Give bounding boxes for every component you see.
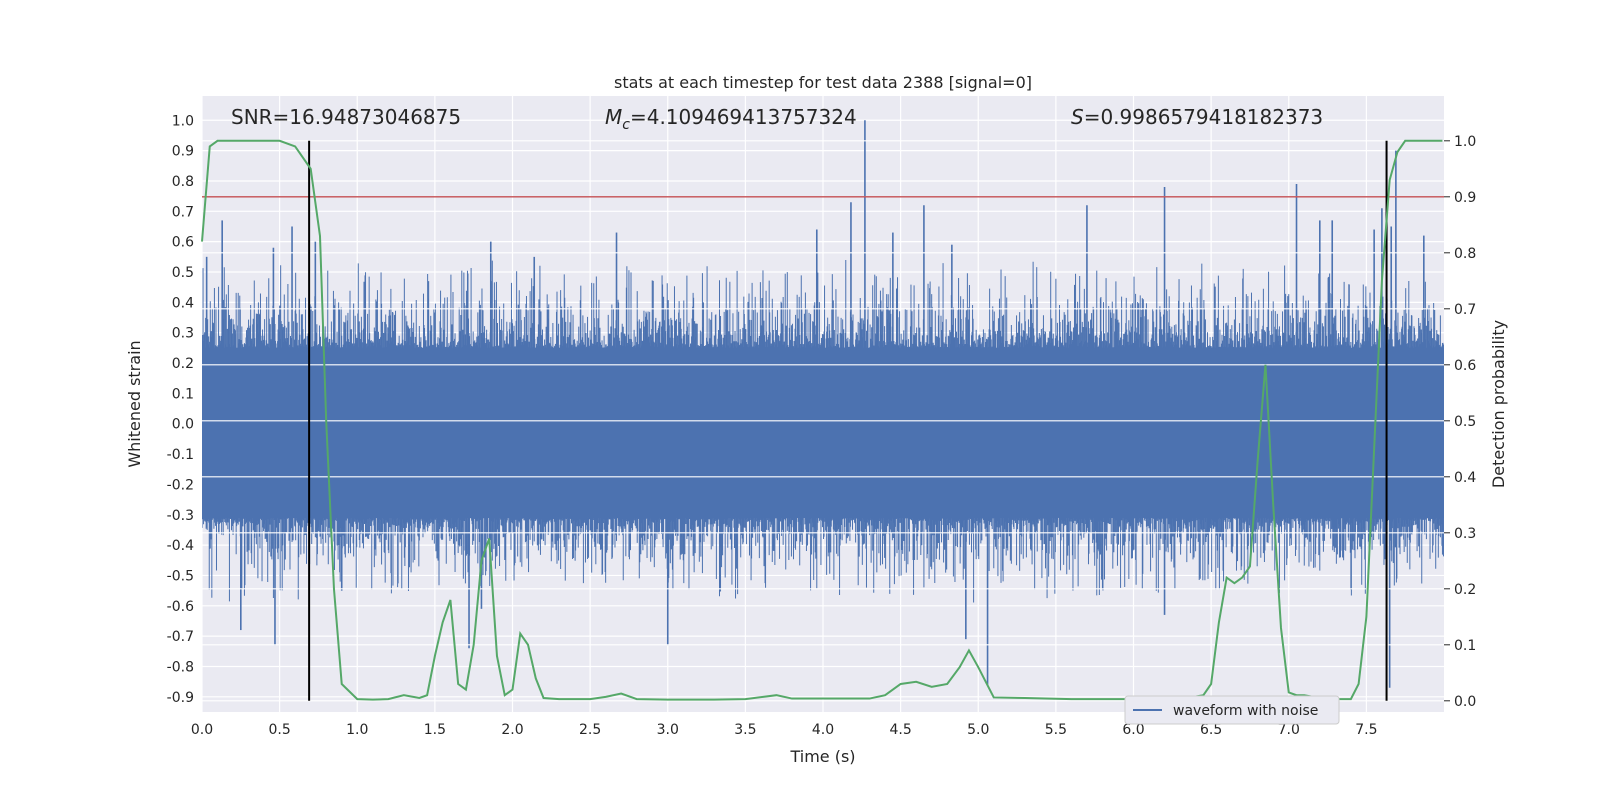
- y-tick-label: 0.9: [172, 144, 194, 160]
- x-tick-label: 2.0: [501, 722, 523, 738]
- x-tick-label: 0.0: [191, 722, 213, 738]
- y-tick-label: 0.1: [172, 386, 194, 402]
- y-tick-label: 0.7: [172, 204, 194, 220]
- y-tick-label: -0.5: [167, 568, 194, 584]
- x-tick-label: 3.5: [734, 722, 756, 738]
- waveform-series: [202, 120, 1444, 688]
- y-tick-label: -0.8: [167, 659, 194, 675]
- x-axis-label: Time (s): [789, 747, 855, 766]
- overlay-lines: [201, 139, 1444, 702]
- x-tick-label: 1.0: [346, 722, 368, 738]
- y2-tick-label: 0.9: [1454, 190, 1476, 206]
- chart-title: stats at each timestep for test data 238…: [614, 73, 1032, 92]
- y-tick-label: 0.2: [172, 356, 194, 372]
- snr-stat: SNR=16.94873046875: [231, 105, 461, 129]
- y-tick-label: -0.2: [167, 477, 194, 493]
- x-tick-label: 6.5: [1200, 722, 1222, 738]
- y2-tick-label: 0.8: [1454, 246, 1476, 262]
- waveform-core-band: [202, 347, 1444, 518]
- y2-tick-label: 0.6: [1454, 358, 1476, 374]
- x-tick-label: 7.0: [1278, 722, 1300, 738]
- x-tick-label: 4.5: [889, 722, 911, 738]
- axis-ticks: 0.0 0.5 1.0 1.5 2.0 2.5 3.0 3.5 4.0 4.5 5.0 5.5 6.0 6…: [167, 113, 1477, 738]
- x-tick-label: 5.5: [1045, 722, 1067, 738]
- x-tick-label: 7.5: [1355, 722, 1377, 738]
- y-tick-label: -0.9: [167, 690, 194, 706]
- y-tick-label: -0.7: [167, 629, 194, 645]
- y2-tick-label: 0.7: [1454, 302, 1476, 318]
- y2-tick-label: 0.0: [1454, 694, 1476, 710]
- y-tick-label: 0.3: [172, 326, 194, 342]
- legend: waveform with noise: [1124, 695, 1340, 725]
- y2-tick-label: 0.4: [1454, 470, 1476, 486]
- y2-tick-label: 1.0: [1454, 134, 1476, 150]
- s-symbol: S: [1071, 105, 1084, 129]
- y-tick-label: 0.8: [172, 174, 194, 190]
- x-tick-label: 1.5: [424, 722, 446, 738]
- y2-axis-label: Detection probability: [1489, 320, 1508, 488]
- x-tick-label: 0.5: [268, 722, 290, 738]
- y-tick-label: 0.0: [172, 417, 194, 433]
- y2-tick-label: 0.5: [1454, 414, 1476, 430]
- y-tick-label: 1.0: [172, 113, 194, 129]
- chirp-mass-stat: Mc=4.109469413757324: [605, 105, 857, 133]
- y2-tick-label: 0.2: [1454, 582, 1476, 598]
- y-tick-label: 0.5: [172, 265, 194, 281]
- y-tick-label: -0.1: [167, 447, 194, 463]
- y2-tick-label: 0.3: [1454, 526, 1476, 542]
- chirp-mass-value: =4.109469413757324: [630, 105, 857, 129]
- y-tick-label: 0.4: [172, 295, 194, 311]
- legend-box: [1124, 695, 1340, 725]
- x-tick-label: 4.0: [812, 722, 834, 738]
- x-tick-label: 6.0: [1122, 722, 1144, 738]
- chirp-mass-symbol: M: [605, 105, 622, 129]
- x-tick-label: 2.5: [579, 722, 601, 738]
- y-tick-label: -0.4: [167, 538, 194, 554]
- legend-label-waveform: waveform with noise: [1173, 703, 1318, 719]
- chirp-mass-subscript: c: [622, 117, 630, 133]
- s-value: =0.9986579418182373: [1084, 105, 1323, 129]
- y-tick-label: 0.6: [172, 235, 194, 251]
- x-tick-label: 3.0: [657, 722, 679, 738]
- y-axis-label: Whitened strain: [125, 340, 144, 467]
- y2-tick-label: 0.1: [1454, 638, 1476, 654]
- x-tick-label: 5.0: [967, 722, 989, 738]
- y-tick-label: -0.6: [167, 599, 194, 615]
- y-tick-label: -0.3: [167, 508, 194, 524]
- s-stat: S=0.9986579418182373: [1071, 105, 1323, 129]
